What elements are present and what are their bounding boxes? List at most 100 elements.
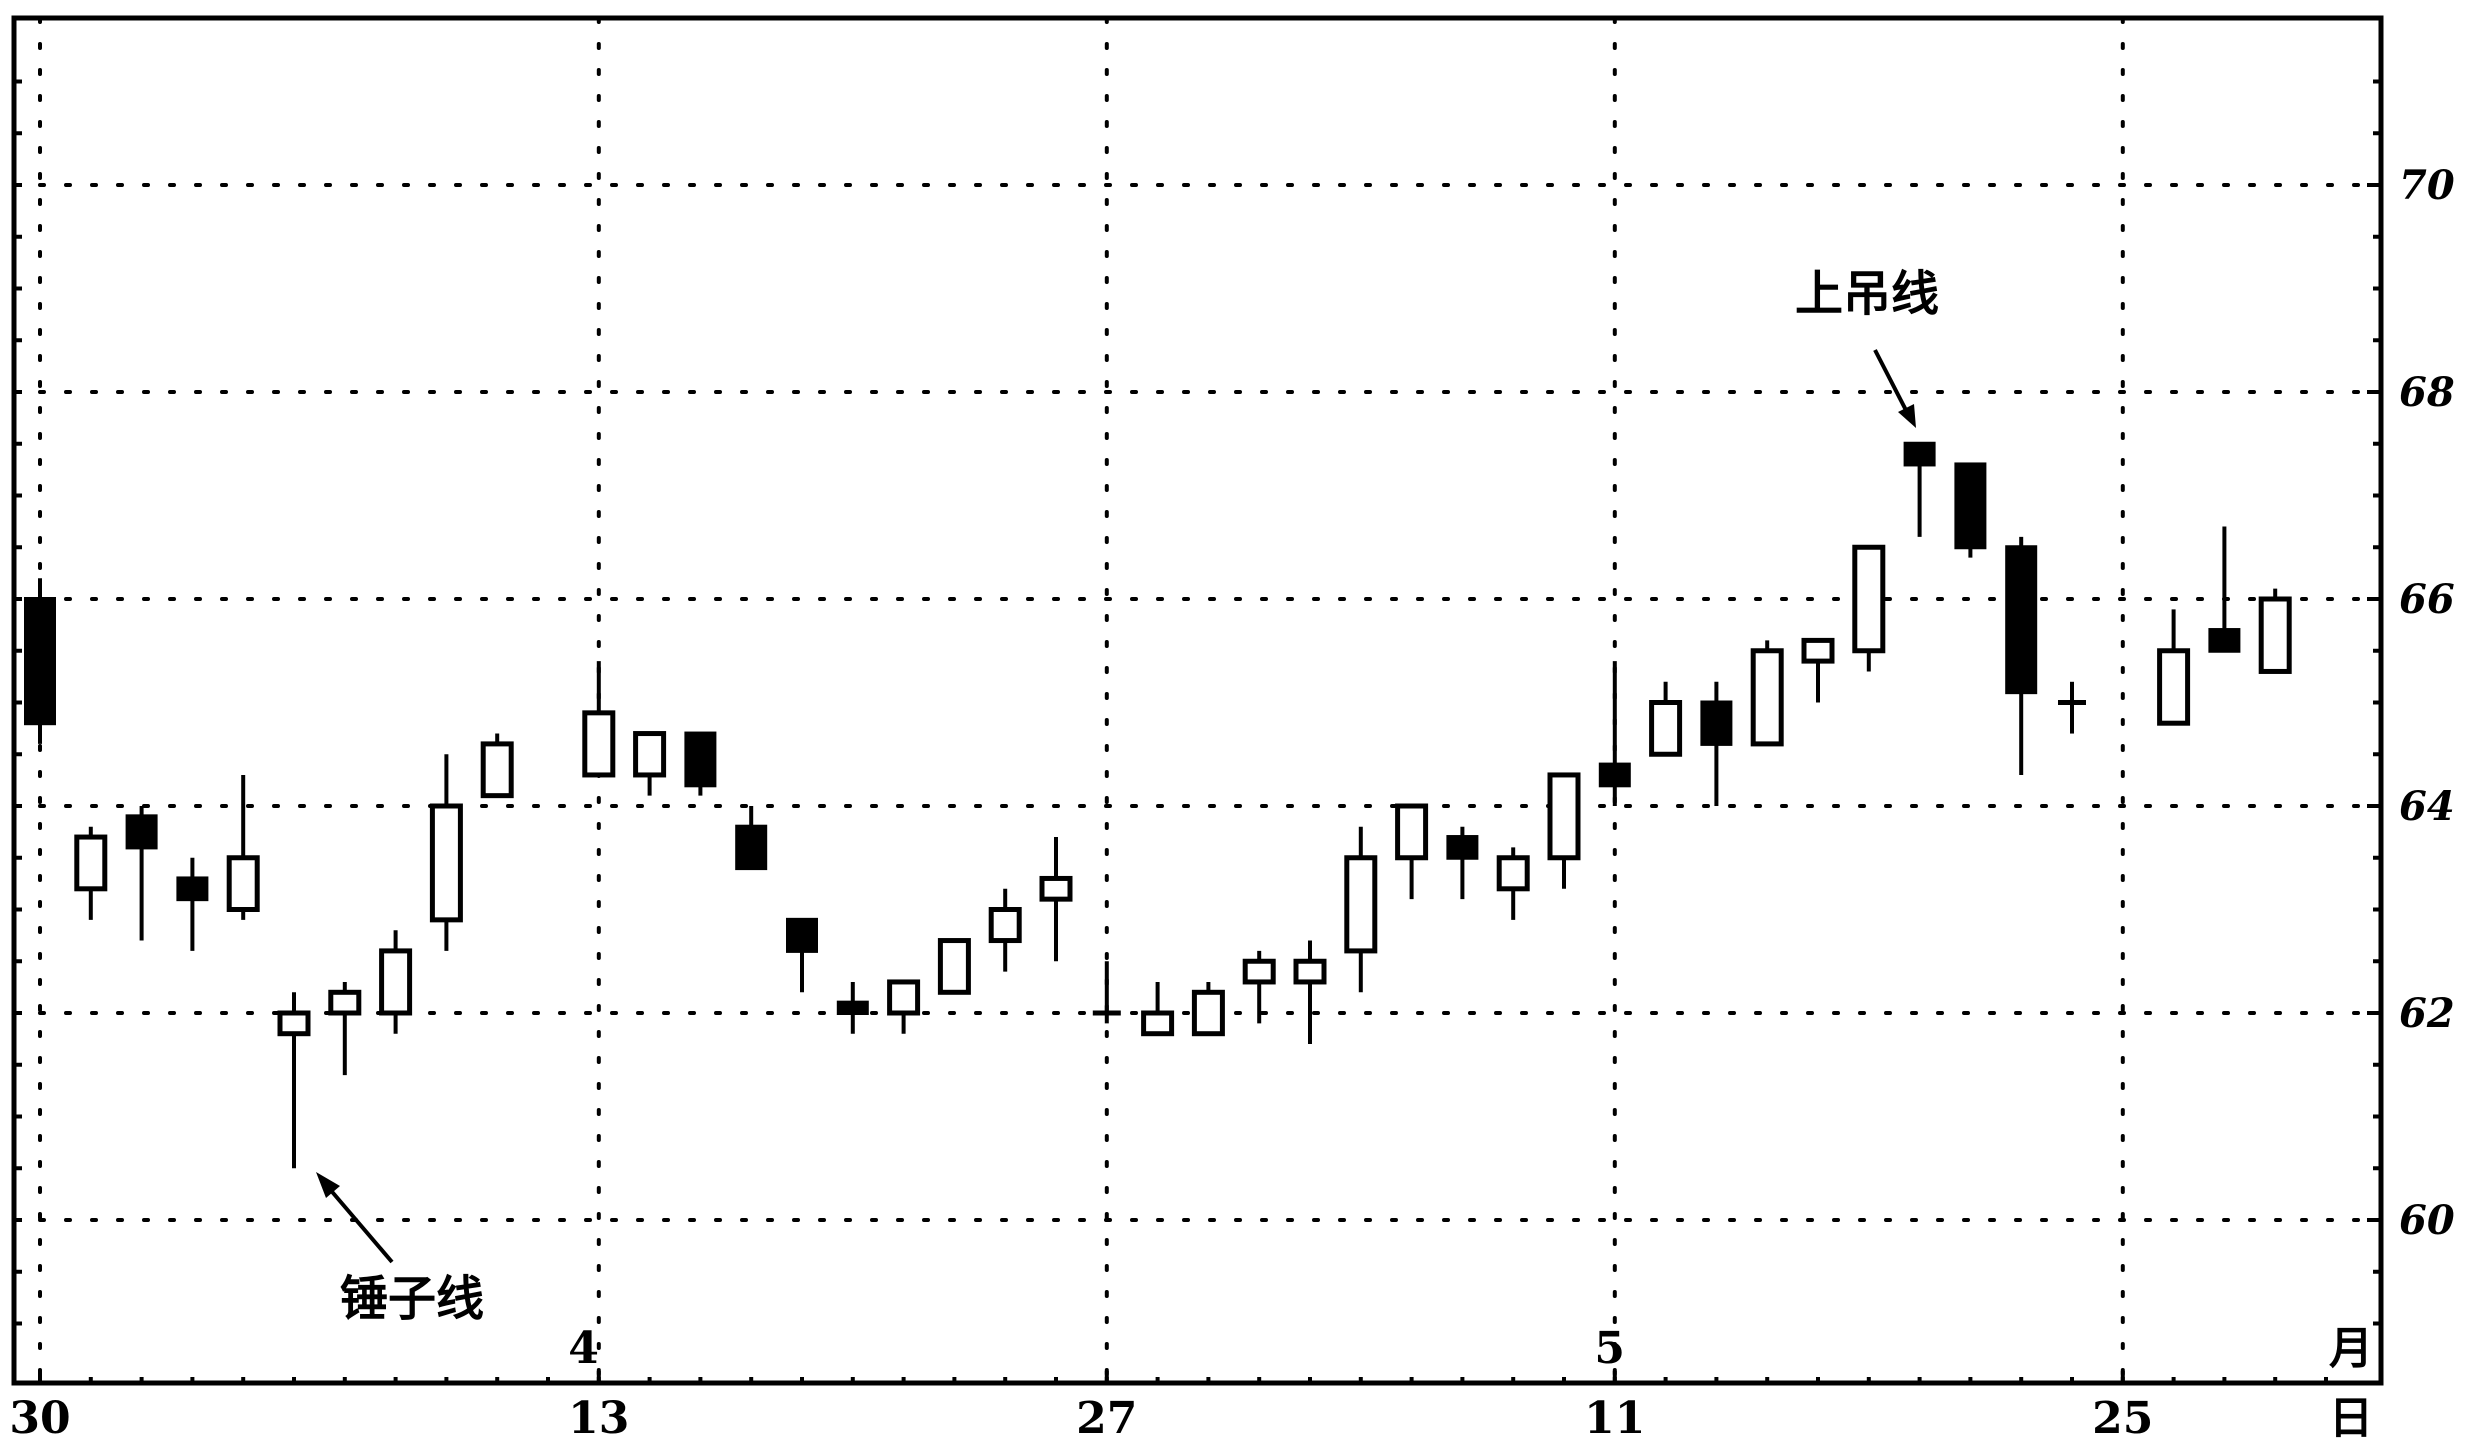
candle [1395, 803, 1429, 900]
month-label: 4 [568, 1323, 599, 1374]
candle [74, 826, 108, 920]
candle-body-up [1649, 700, 1683, 757]
candle-body-up [1496, 855, 1530, 892]
axis-labels: 60 62 64 66 68 70 30 13 27 11 25 4 5 月日 [9, 162, 2454, 1444]
candle-body-up [226, 855, 260, 912]
hammer-arrow [320, 1178, 394, 1264]
candle-body-down [24, 597, 56, 726]
hanging-man-arrowhead [1898, 404, 1916, 428]
candle-body-up [1801, 637, 1835, 664]
candle-body-down [2208, 628, 2241, 653]
candle [2058, 681, 2086, 734]
candle-body-up [1242, 958, 1276, 985]
y-tick-label: 68 [2399, 369, 2455, 416]
y-tick-label: 70 [2399, 162, 2455, 209]
y-tick-label: 64 [2399, 783, 2455, 830]
plot-frame [11, 15, 2384, 1386]
candle-body-up [2258, 596, 2292, 674]
candle [1039, 837, 1073, 962]
candle-body-down [2005, 545, 2038, 695]
candle-body-up [887, 979, 921, 1016]
candle [429, 754, 463, 951]
candle [988, 888, 1022, 972]
candle-body-up [582, 710, 616, 778]
hammer-arrowhead [316, 1172, 340, 1198]
candle-body-up [1039, 875, 1073, 902]
candle [1954, 462, 1987, 558]
candle-body-up [379, 948, 413, 1016]
candle-body-down [1954, 462, 1987, 550]
candle-body-up [2157, 648, 2191, 726]
candle [887, 979, 921, 1034]
candle-body-up [1293, 958, 1327, 985]
candle [226, 774, 260, 920]
candle [379, 930, 413, 1034]
candle-body-up [1852, 544, 1886, 654]
candle [277, 992, 311, 1169]
x-tick-label: 30 [9, 1393, 70, 1444]
candle [2005, 536, 2038, 775]
candle-body-up [1750, 648, 1784, 747]
candle-body-down [125, 814, 158, 850]
candle-body-up [429, 803, 463, 923]
candle [480, 733, 514, 799]
candle [176, 857, 209, 951]
candle [1700, 681, 1733, 806]
candle-body-up [633, 731, 667, 778]
candle [836, 981, 869, 1034]
candle [684, 731, 717, 796]
candle [1092, 961, 1121, 1024]
candle-body-down [1903, 441, 1936, 467]
grid-lines [12, 16, 2383, 1385]
candle [1446, 826, 1479, 900]
candle-body-down [836, 1000, 869, 1016]
candle-body-down [786, 917, 818, 953]
candle [328, 981, 362, 1076]
y-tick-label: 62 [2399, 990, 2455, 1037]
candle [1649, 681, 1683, 757]
candle-body-up [1547, 772, 1581, 861]
candle [786, 917, 818, 993]
hanging-man-annotation: 上吊线 [1795, 266, 1939, 428]
candle-body-up [1141, 1010, 1175, 1037]
candle [24, 578, 56, 744]
candle [1547, 772, 1581, 889]
candle-body-up [74, 834, 108, 892]
candle-body-down [684, 731, 717, 788]
candle-body-up [328, 989, 362, 1016]
hammer-label: 锤子线 [340, 1271, 484, 1327]
x-tick-label: 13 [568, 1393, 629, 1444]
candle [2208, 526, 2241, 653]
candle [1598, 661, 1631, 806]
candle [1293, 940, 1327, 1045]
candle [1141, 981, 1175, 1037]
x-tick-label: 25 [2092, 1393, 2153, 1444]
candle [1852, 544, 1886, 672]
candle [735, 806, 768, 871]
x-tick-label: 27 [1076, 1393, 1137, 1444]
candle [2157, 609, 2191, 726]
month-label: 5 [1594, 1323, 1625, 1374]
hanging-man-arrow [1873, 349, 1912, 419]
hammer-annotation: 锤子线 [316, 1172, 484, 1327]
candle [125, 806, 158, 941]
candle [1801, 637, 1835, 703]
candles [24, 441, 2292, 1169]
day-unit-label: 日 [2329, 1393, 2373, 1444]
hanging-man-label: 上吊线 [1795, 266, 1939, 322]
candle-body-up [1191, 989, 1225, 1037]
candle [582, 661, 616, 778]
candle-body-up [277, 1010, 311, 1037]
candle-body-down [1598, 762, 1631, 788]
candle-body-up [1344, 855, 1378, 954]
candle [2258, 588, 2292, 674]
y-tick-label: 60 [2399, 1197, 2455, 1244]
candle-body-up [988, 907, 1022, 944]
candle [1750, 640, 1784, 747]
candle [1344, 826, 1378, 993]
candle-body-down [1446, 835, 1479, 860]
candle-body-up [1395, 803, 1429, 861]
axis-ticks [14, 79, 2381, 1383]
x-tick-label: 11 [1584, 1393, 1645, 1444]
